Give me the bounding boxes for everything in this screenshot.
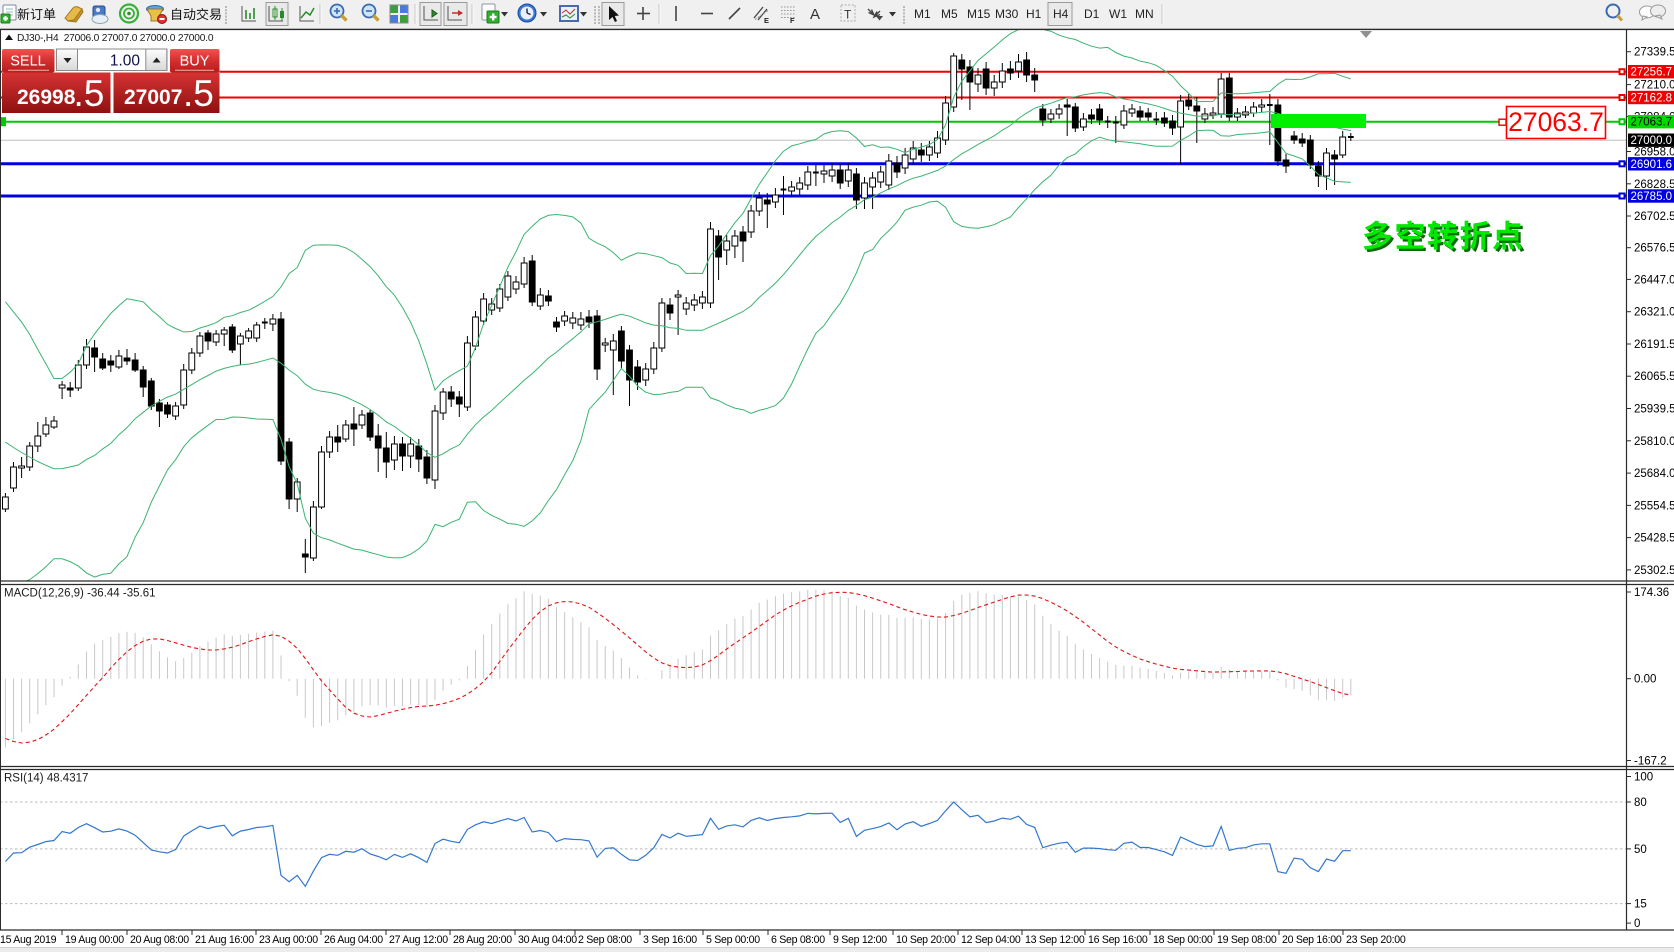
svg-text:.5: .5: [74, 73, 105, 114]
svg-text:0.00: 0.00: [1634, 674, 1656, 686]
svg-text:27007: 27007: [124, 86, 182, 109]
svg-text:RSI(14) 48.4317: RSI(14) 48.4317: [4, 773, 88, 785]
svg-text:M5: M5: [941, 7, 958, 21]
svg-text:H1: H1: [1026, 7, 1042, 21]
svg-text:D1: D1: [1084, 7, 1100, 21]
svg-text:26 Aug 04:00: 26 Aug 04:00: [324, 934, 383, 946]
svg-text:174.36: 174.36: [1634, 587, 1669, 599]
svg-text:27162.8: 27162.8: [1631, 93, 1673, 105]
svg-text:23 Sep 20:00: 23 Sep 20:00: [1346, 934, 1406, 946]
svg-text:6 Sep 08:00: 6 Sep 08:00: [771, 934, 825, 946]
svg-text:A: A: [810, 6, 820, 23]
svg-text:26958.0: 26958.0: [1634, 147, 1674, 159]
svg-text:18 Sep 00:00: 18 Sep 00:00: [1153, 934, 1213, 946]
svg-text:26321.0: 26321.0: [1634, 307, 1674, 319]
svg-text:16 Sep 16:00: 16 Sep 16:00: [1088, 934, 1148, 946]
svg-text:100: 100: [1634, 772, 1653, 784]
svg-text:21 Aug 16:00: 21 Aug 16:00: [195, 934, 254, 946]
svg-text:MN: MN: [1135, 7, 1154, 21]
svg-text:12 Sep 04:00: 12 Sep 04:00: [961, 934, 1021, 946]
svg-text:27339.5: 27339.5: [1634, 47, 1674, 59]
svg-text:M15: M15: [967, 7, 991, 21]
svg-text:9 Sep 12:00: 9 Sep 12:00: [833, 934, 887, 946]
svg-text:10 Sep 20:00: 10 Sep 20:00: [896, 934, 956, 946]
svg-text:27 Aug 12:00: 27 Aug 12:00: [389, 934, 448, 946]
svg-text:26702.5: 26702.5: [1634, 211, 1674, 223]
svg-text:26447.0: 26447.0: [1634, 274, 1674, 286]
svg-text:15: 15: [1634, 899, 1647, 911]
svg-text:27063.7: 27063.7: [1631, 117, 1673, 129]
svg-text:25810.0: 25810.0: [1634, 436, 1674, 448]
svg-text:25428.5: 25428.5: [1634, 533, 1674, 545]
svg-text:E: E: [764, 16, 769, 25]
svg-text:23 Aug 00:00: 23 Aug 00:00: [259, 934, 318, 946]
svg-text:27256.7: 27256.7: [1631, 67, 1673, 79]
svg-text:M30: M30: [995, 7, 1019, 21]
svg-text:26065.5: 26065.5: [1634, 371, 1674, 383]
svg-text:SELL: SELL: [10, 54, 45, 70]
svg-text:T: T: [844, 8, 852, 22]
svg-text:-167.2: -167.2: [1634, 756, 1667, 768]
svg-text:M1: M1: [914, 7, 931, 21]
svg-text:W1: W1: [1109, 7, 1127, 21]
svg-text:25554.5: 25554.5: [1634, 500, 1674, 512]
svg-text:BUY: BUY: [180, 54, 210, 70]
svg-text:26828.5: 26828.5: [1634, 179, 1674, 191]
svg-text:19 Aug 00:00: 19 Aug 00:00: [65, 934, 124, 946]
svg-text:27000.0: 27000.0: [1631, 135, 1673, 147]
svg-text:19 Sep 08:00: 19 Sep 08:00: [1217, 934, 1277, 946]
svg-text:80: 80: [1634, 797, 1647, 809]
svg-text:20 Sep 16:00: 20 Sep 16:00: [1282, 934, 1342, 946]
svg-text:0: 0: [1634, 918, 1640, 930]
svg-text:20 Aug 08:00: 20 Aug 08:00: [130, 934, 189, 946]
svg-text:28 Aug 20:00: 28 Aug 20:00: [453, 934, 512, 946]
svg-text:25684.0: 25684.0: [1634, 468, 1674, 480]
svg-text:25302.5: 25302.5: [1634, 565, 1674, 577]
svg-text:26998: 26998: [17, 86, 76, 109]
svg-text:MACD(12,26,9) -36.44 -35.61: MACD(12,26,9) -36.44 -35.61: [4, 588, 156, 600]
svg-text:3 Sep 16:00: 3 Sep 16:00: [643, 934, 697, 946]
svg-text:H4: H4: [1053, 7, 1069, 21]
svg-text:30 Aug 04:00: 30 Aug 04:00: [518, 934, 577, 946]
svg-text:27210.0: 27210.0: [1634, 80, 1674, 92]
svg-text:26785.0: 26785.0: [1631, 191, 1673, 203]
svg-text:15 Aug 2019: 15 Aug 2019: [0, 934, 57, 946]
svg-text:26576.5: 26576.5: [1634, 243, 1674, 255]
svg-text:2 Sep 08:00: 2 Sep 08:00: [578, 934, 632, 946]
svg-text:50: 50: [1634, 844, 1647, 856]
svg-text:26901.6: 26901.6: [1631, 159, 1673, 171]
svg-text:1.00: 1.00: [110, 53, 141, 70]
svg-text:13 Sep 12:00: 13 Sep 12:00: [1025, 934, 1085, 946]
svg-text:.5: .5: [183, 73, 214, 114]
svg-text:5 Sep 00:00: 5 Sep 00:00: [706, 934, 760, 946]
svg-text:26191.5: 26191.5: [1634, 339, 1674, 351]
svg-text:F: F: [790, 16, 795, 25]
svg-text:25939.5: 25939.5: [1634, 404, 1674, 416]
svg-text:27063.7: 27063.7: [1508, 107, 1604, 137]
svg-text:DJ30-,H4 27006.0 27007.0 2700: DJ30-,H4 27006.0 27007.0 27000.0 27000.0: [17, 33, 214, 44]
